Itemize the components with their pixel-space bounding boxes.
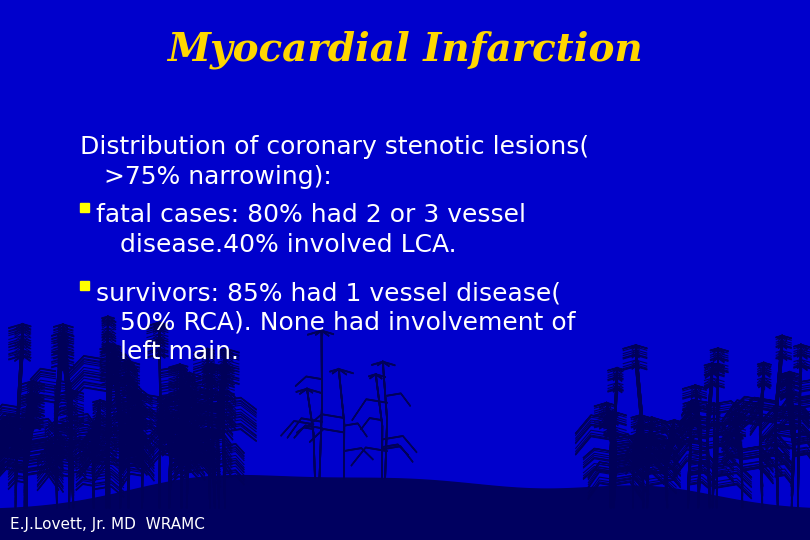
Bar xyxy=(80,203,89,212)
Text: E.J.Lovett, Jr. MD  WRAMC: E.J.Lovett, Jr. MD WRAMC xyxy=(10,517,205,532)
Text: survivors: 85% had 1 vessel disease(
   50% RCA). None had involvement of
   lef: survivors: 85% had 1 vessel disease( 50%… xyxy=(96,281,575,364)
Text: fatal cases: 80% had 2 or 3 vessel
   disease.40% involved LCA.: fatal cases: 80% had 2 or 3 vessel disea… xyxy=(96,203,526,256)
Text: Myocardial Infarction: Myocardial Infarction xyxy=(167,31,643,69)
Text: Distribution of coronary stenotic lesions(
   >75% narrowing):: Distribution of coronary stenotic lesion… xyxy=(80,135,589,188)
Bar xyxy=(80,281,89,290)
